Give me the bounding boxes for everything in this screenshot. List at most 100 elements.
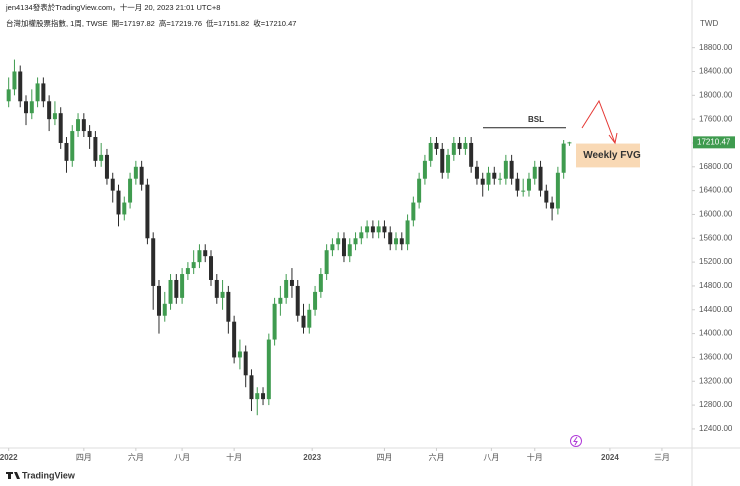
candle-body <box>35 83 40 102</box>
close-value: 17210.47 <box>265 19 296 28</box>
x-tick-label: 八月 <box>483 453 499 462</box>
candle-body <box>185 268 190 275</box>
candle-body <box>486 172 491 185</box>
candle-body <box>249 375 254 400</box>
fvg-box <box>576 143 640 168</box>
candle-body <box>532 166 537 179</box>
candle-body <box>365 226 370 233</box>
candle-body <box>521 190 526 192</box>
credit: jen4134發表於TradingView.com，十一月 20, 2023 2… <box>5 2 220 12</box>
candle-body <box>405 220 410 245</box>
candle-body <box>180 274 185 298</box>
candle-body <box>301 315 306 328</box>
x-tick-label: 十月 <box>527 452 543 462</box>
candle-body <box>359 232 364 239</box>
low-label: 低= <box>206 18 218 28</box>
symbol-info: 台灣加權股票指數, 1周, TWSE 開=17197.82 高=17219.76 低=… <box>6 18 296 28</box>
candle-body <box>128 178 133 203</box>
candle-body <box>243 351 248 376</box>
high-label: 高= <box>159 18 171 28</box>
candle-body <box>41 83 46 102</box>
last-price-tag <box>693 136 735 149</box>
candle-body <box>272 303 277 340</box>
candle-body <box>440 148 445 173</box>
candle-body <box>446 154 451 173</box>
low-value: 17151.82 <box>218 19 249 28</box>
candle-body <box>191 262 196 269</box>
candle-body <box>162 303 167 316</box>
y-tick-label: 18400.00 <box>699 67 733 76</box>
candle-body <box>434 142 439 149</box>
y-tick-label: 15600.00 <box>699 233 733 242</box>
candle-body <box>555 172 560 209</box>
y-tick-label: 14800.00 <box>699 281 733 290</box>
candle-body <box>278 297 283 304</box>
candle-body <box>18 71 23 102</box>
candle-body <box>104 154 109 179</box>
candle-body <box>370 226 375 233</box>
y-tick-label: 14000.00 <box>699 329 733 338</box>
candle-body <box>544 190 549 203</box>
candle-body <box>168 279 173 304</box>
candle-body <box>214 279 219 298</box>
candle-body <box>99 154 104 161</box>
candle-body <box>266 339 271 400</box>
candle-body <box>93 137 98 161</box>
y-tick-label: 13600.00 <box>699 353 733 362</box>
candle-body <box>498 178 503 180</box>
x-tick-label: 六月 <box>428 452 444 462</box>
candle-body <box>289 279 294 286</box>
projection-arrow <box>581 99 618 145</box>
candle-body <box>12 71 17 90</box>
open-value: 17197.82 <box>124 19 155 28</box>
bsl-label: BSL <box>528 115 544 124</box>
candle-body <box>220 291 225 298</box>
candle-body <box>197 250 202 263</box>
candle-body <box>145 184 150 239</box>
close-label: 收= <box>253 18 265 28</box>
brand-logo <box>6 472 20 479</box>
y-tick-label: 16400.00 <box>699 186 733 195</box>
candle-body <box>382 226 387 233</box>
candle-body <box>503 160 508 179</box>
candle-body <box>307 309 312 328</box>
candle-body <box>313 291 318 310</box>
candle-body <box>76 119 81 132</box>
candle-body <box>24 101 29 114</box>
candle-body <box>255 393 260 400</box>
y-tick-label: 18000.00 <box>699 90 733 99</box>
candle-body <box>52 113 57 120</box>
candle-body <box>417 178 422 203</box>
candle-body <box>122 202 127 215</box>
y-tick-label: 13200.00 <box>699 376 733 385</box>
candle-body <box>295 285 300 316</box>
candle-body <box>116 190 121 215</box>
candle-body <box>457 142 462 149</box>
x-tick-label: 三月 <box>654 453 670 462</box>
candle-body <box>399 238 404 245</box>
candle-body <box>226 291 231 322</box>
candle-body <box>156 285 161 316</box>
candle-body <box>428 142 433 161</box>
candle-body <box>151 238 156 286</box>
y-tick-label: 12800.00 <box>699 400 733 409</box>
candle-body <box>353 238 358 245</box>
symbol: 台灣加權股票指數, 1周, TWSE <box>6 18 108 28</box>
candle-body <box>515 178 520 191</box>
candle-body <box>174 279 179 298</box>
candle-body <box>324 250 329 275</box>
candle-body <box>139 166 144 185</box>
y-tick-label: 15200.00 <box>699 257 733 266</box>
event-icon[interactable] <box>570 435 582 447</box>
candle-body <box>463 142 468 149</box>
fvg-label: Weekly FVG <box>583 150 641 161</box>
candle-body <box>47 101 52 120</box>
candle-body <box>469 142 474 167</box>
currency: TWD <box>700 19 718 28</box>
y-tick-label: 12400.00 <box>699 424 733 433</box>
candle-body <box>209 256 214 280</box>
high-value: 17219.76 <box>171 19 202 28</box>
brand: TradingView <box>22 470 76 480</box>
candle-body <box>376 226 381 233</box>
